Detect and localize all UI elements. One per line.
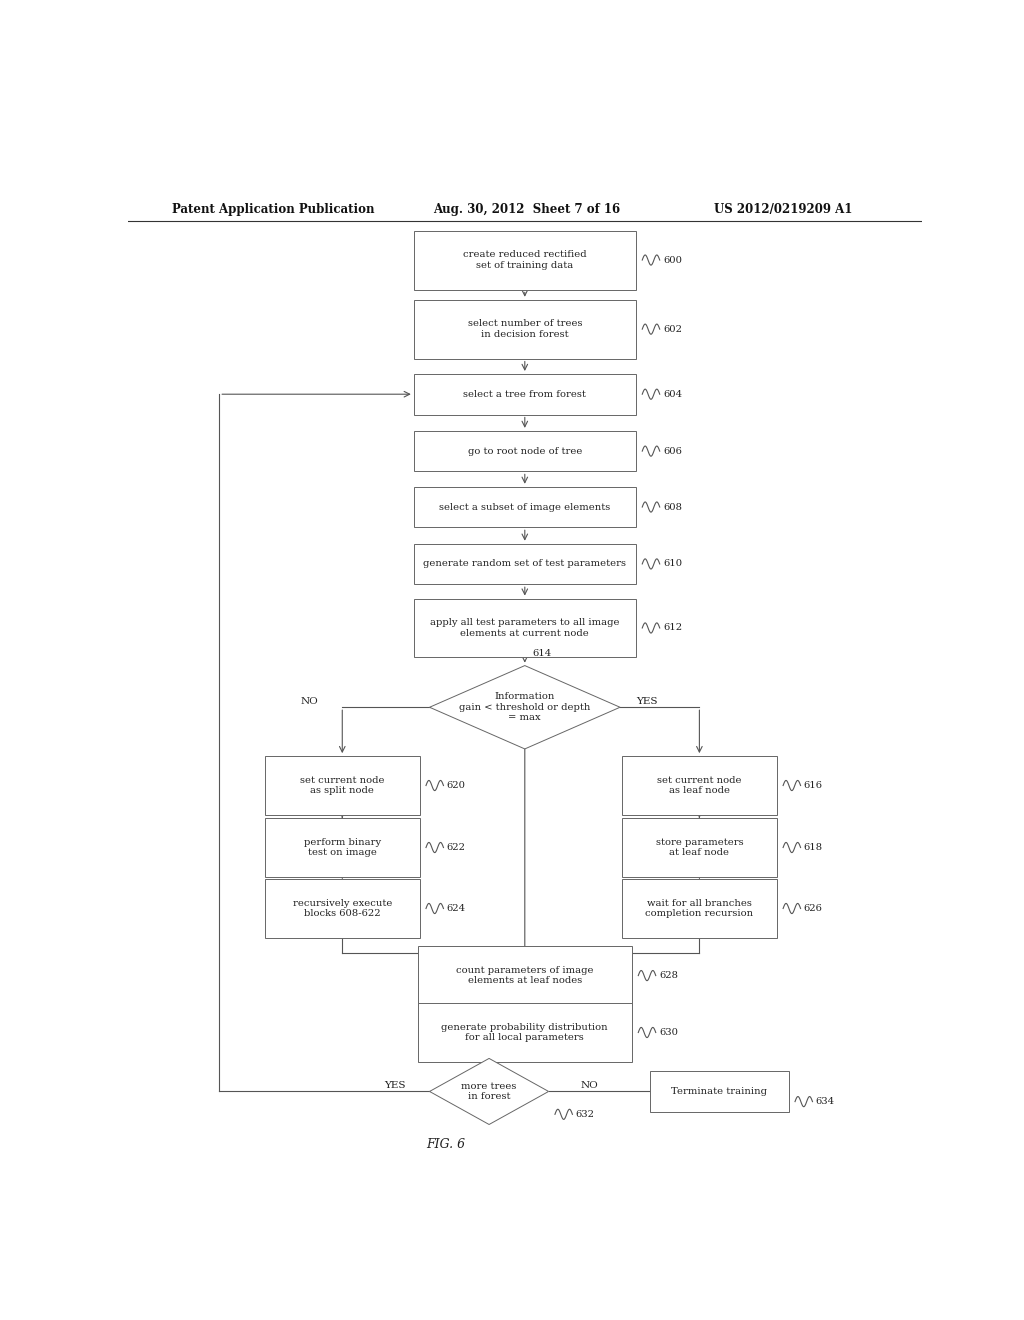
Text: perform binary
test on image: perform binary test on image [304, 838, 381, 857]
Text: go to root node of tree: go to root node of tree [468, 446, 582, 455]
FancyBboxPatch shape [414, 487, 636, 528]
Text: 608: 608 [663, 503, 682, 512]
Text: 630: 630 [658, 1028, 678, 1038]
Text: 626: 626 [804, 904, 822, 913]
FancyBboxPatch shape [414, 231, 636, 289]
Text: create reduced rectified
set of training data: create reduced rectified set of training… [463, 251, 587, 269]
Text: recursively execute
blocks 608-622: recursively execute blocks 608-622 [293, 899, 392, 919]
Text: apply all test parameters to all image
elements at current node: apply all test parameters to all image e… [430, 618, 620, 638]
FancyBboxPatch shape [265, 879, 420, 939]
Text: US 2012/0219209 A1: US 2012/0219209 A1 [714, 203, 852, 215]
Text: more trees
in forest: more trees in forest [462, 1082, 517, 1101]
Text: 606: 606 [663, 446, 682, 455]
Text: wait for all branches
completion recursion: wait for all branches completion recursi… [645, 899, 754, 919]
Text: 624: 624 [446, 904, 466, 913]
FancyBboxPatch shape [414, 430, 636, 471]
FancyBboxPatch shape [650, 1071, 788, 1111]
FancyBboxPatch shape [414, 374, 636, 414]
Text: Aug. 30, 2012  Sheet 7 of 16: Aug. 30, 2012 Sheet 7 of 16 [433, 203, 621, 215]
FancyBboxPatch shape [622, 879, 777, 939]
FancyBboxPatch shape [418, 1003, 632, 1063]
Polygon shape [430, 1059, 549, 1125]
Text: 618: 618 [804, 843, 823, 851]
Text: count parameters of image
elements at leaf nodes: count parameters of image elements at le… [456, 966, 594, 985]
FancyBboxPatch shape [265, 818, 420, 876]
Text: NO: NO [581, 1081, 598, 1090]
FancyBboxPatch shape [418, 946, 632, 1005]
Text: store parameters
at leaf node: store parameters at leaf node [655, 838, 743, 857]
FancyBboxPatch shape [622, 756, 777, 814]
Text: generate probability distribution
for all local parameters: generate probability distribution for al… [441, 1023, 608, 1043]
Text: Terminate training: Terminate training [672, 1086, 767, 1096]
FancyBboxPatch shape [622, 818, 777, 876]
Text: select a tree from forest: select a tree from forest [464, 389, 586, 399]
Text: 614: 614 [532, 649, 552, 659]
Text: 616: 616 [804, 781, 822, 789]
Text: NO: NO [301, 697, 318, 706]
Text: set current node
as split node: set current node as split node [300, 776, 385, 795]
Text: Patent Application Publication: Patent Application Publication [172, 203, 374, 215]
FancyBboxPatch shape [265, 756, 420, 814]
Text: FIG. 6: FIG. 6 [426, 1138, 465, 1151]
Text: 602: 602 [663, 325, 682, 334]
Text: YES: YES [384, 1081, 406, 1090]
Text: 622: 622 [446, 843, 466, 851]
Text: 604: 604 [663, 389, 682, 399]
Polygon shape [430, 665, 620, 748]
Text: 628: 628 [658, 972, 678, 979]
FancyBboxPatch shape [414, 544, 636, 585]
Text: generate random set of test parameters: generate random set of test parameters [423, 560, 627, 569]
FancyBboxPatch shape [414, 300, 636, 359]
Text: Information
gain < threshold or depth
= max: Information gain < threshold or depth = … [459, 693, 591, 722]
Text: YES: YES [636, 697, 657, 706]
Text: select number of trees
in decision forest: select number of trees in decision fores… [468, 319, 582, 339]
Text: 600: 600 [663, 256, 682, 264]
Text: 632: 632 [575, 1110, 595, 1119]
Text: set current node
as leaf node: set current node as leaf node [657, 776, 741, 795]
FancyBboxPatch shape [414, 598, 636, 657]
Text: select a subset of image elements: select a subset of image elements [439, 503, 610, 512]
Text: 610: 610 [663, 560, 682, 569]
Text: 612: 612 [663, 623, 682, 632]
Text: 634: 634 [816, 1097, 835, 1106]
Text: 620: 620 [446, 781, 466, 789]
